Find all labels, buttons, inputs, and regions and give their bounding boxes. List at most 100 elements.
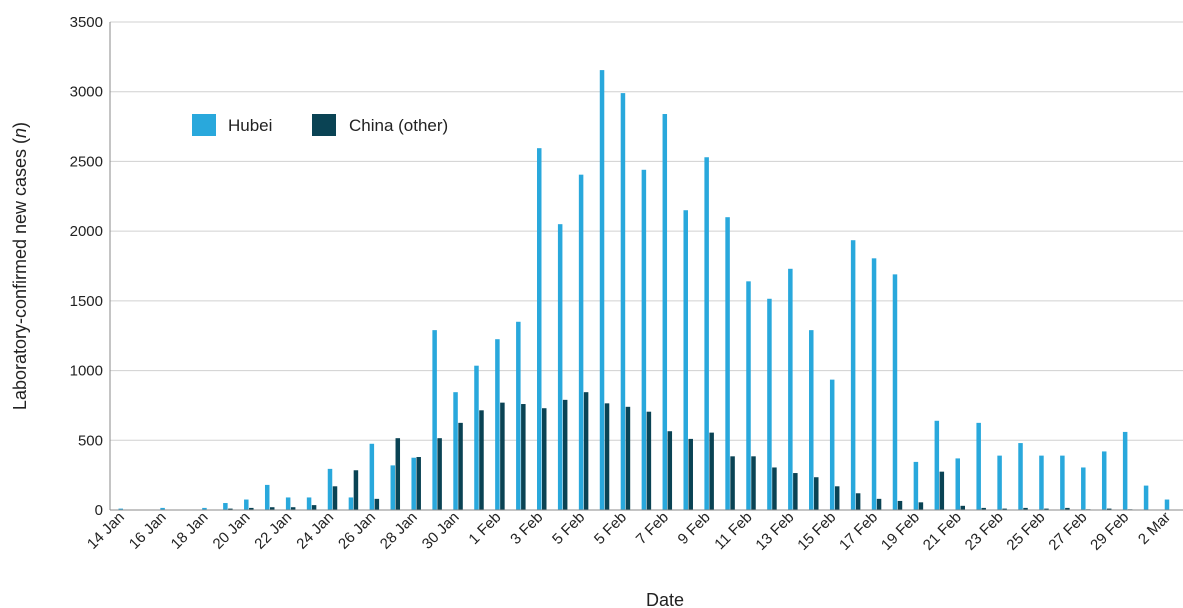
bar-hubei xyxy=(432,330,437,510)
x-tick-label: 3 Feb xyxy=(507,509,546,548)
bar-china-other xyxy=(688,438,693,510)
bar-hubei xyxy=(411,457,416,510)
x-tick-label: 5 Feb xyxy=(549,509,588,548)
bars xyxy=(118,70,1170,511)
bar-china-other xyxy=(604,403,610,510)
bar-hubei xyxy=(725,217,730,510)
bar-china-other xyxy=(353,470,359,510)
y-tick-label: 3000 xyxy=(70,84,103,101)
bar-china-other xyxy=(562,399,568,510)
bar-hubei xyxy=(348,497,354,510)
bar-china-other xyxy=(772,467,777,510)
bar-hubei xyxy=(892,274,898,510)
x-tick-label: 13 Feb xyxy=(752,509,797,554)
bar-china-other xyxy=(500,402,505,510)
x-tick-label: 17 Feb xyxy=(836,509,881,554)
bar-china-other xyxy=(646,411,652,510)
bar-hubei xyxy=(1101,451,1107,510)
bar-hubei xyxy=(516,321,521,510)
x-tick-label: 2 Mar xyxy=(1135,509,1174,548)
x-tick-label: 19 Feb xyxy=(878,509,923,554)
y-tick-label: 2000 xyxy=(70,223,103,240)
bar-hubei xyxy=(244,499,249,510)
x-tick-label: 21 Feb xyxy=(920,509,965,554)
bar-hubei xyxy=(453,392,458,510)
x-tick-label: 1 Feb xyxy=(465,509,504,548)
x-tick-label: 24 Jan xyxy=(293,509,337,553)
y-tick-label: 2500 xyxy=(70,153,103,170)
x-tick-label: 5 Feb xyxy=(591,509,630,548)
bar-china-other xyxy=(542,408,547,510)
bar-hubei xyxy=(537,148,542,510)
bar-china-other xyxy=(228,508,233,510)
bar-china-other xyxy=(709,432,714,510)
y-tick-label: 500 xyxy=(78,432,103,449)
bar-china-other xyxy=(583,392,589,510)
bar-hubei xyxy=(1164,499,1170,510)
bar-china-other xyxy=(751,456,756,510)
bar-china-other xyxy=(730,456,735,510)
bar-hubei xyxy=(369,443,375,510)
x-tick-label: 22 Jan xyxy=(251,509,295,553)
bar-china-other xyxy=(1065,507,1070,510)
bar-china-other xyxy=(374,498,380,510)
bar-hubei xyxy=(1060,455,1065,510)
bar-hubei xyxy=(264,484,270,510)
bar-hubei xyxy=(495,339,500,510)
bar-hubei xyxy=(662,114,668,511)
y-tick-label: 0 xyxy=(95,502,103,519)
x-tick-label: 26 Jan xyxy=(335,509,379,553)
y-tick-label: 1500 xyxy=(70,293,103,310)
x-tick-label: 16 Jan xyxy=(126,509,170,553)
bar-china-other xyxy=(290,507,296,510)
bar-china-other xyxy=(311,505,317,510)
bar-china-other xyxy=(814,477,819,510)
bar-china-other xyxy=(1002,508,1007,510)
bar-china-other xyxy=(1044,508,1049,510)
bar-hubei xyxy=(809,330,814,510)
bar-hubei xyxy=(829,379,835,510)
x-tick-label: 30 Jan xyxy=(419,509,463,553)
bar-china-other xyxy=(834,486,840,510)
x-tick-label: 18 Jan xyxy=(168,509,212,553)
x-tick-label: 7 Feb xyxy=(633,509,672,548)
bar-china-other xyxy=(479,410,484,510)
bar-hubei xyxy=(620,93,626,511)
y-axis-ticks: 0 500 1000 1500 2000 2500 3000 3500 xyxy=(70,14,103,519)
x-tick-label: 15 Feb xyxy=(794,509,839,554)
bar-hubei xyxy=(746,281,751,510)
bar-china-other xyxy=(416,457,421,510)
bar-china-other xyxy=(269,507,275,510)
bar-china-other xyxy=(249,507,254,510)
bar-hubei xyxy=(1081,467,1086,510)
x-axis-title: Date xyxy=(646,590,684,608)
bar-hubei xyxy=(767,298,772,510)
bar-hubei xyxy=(1018,443,1023,510)
bar-hubei xyxy=(788,268,793,510)
bar-china-other xyxy=(960,505,965,510)
gridlines xyxy=(110,21,1183,441)
bar-hubei xyxy=(913,461,919,510)
bar-hubei xyxy=(1143,485,1149,510)
x-tick-label: 23 Feb xyxy=(962,509,1007,554)
bar-china-other xyxy=(1023,507,1028,510)
bar-china-other xyxy=(625,406,631,510)
bar-hubei xyxy=(871,258,877,510)
legend-label-hubei: Hubei xyxy=(228,116,272,135)
bar-hubei xyxy=(327,468,333,510)
bar-hubei xyxy=(223,503,228,510)
x-tick-label: 25 Feb xyxy=(1003,509,1048,554)
bar-hubei xyxy=(599,70,605,510)
bar-china-other xyxy=(332,486,338,510)
x-tick-label: 11 Feb xyxy=(711,509,755,553)
bar-china-other xyxy=(437,438,442,510)
x-tick-label: 20 Jan xyxy=(210,509,254,553)
y-tick-label: 1000 xyxy=(70,363,103,380)
y-tick-label: 3500 xyxy=(70,14,103,31)
bar-hubei xyxy=(306,497,312,510)
bar-china-other xyxy=(855,493,861,510)
bar-china-other xyxy=(793,473,798,510)
x-tick-label: 27 Feb xyxy=(1045,509,1090,554)
